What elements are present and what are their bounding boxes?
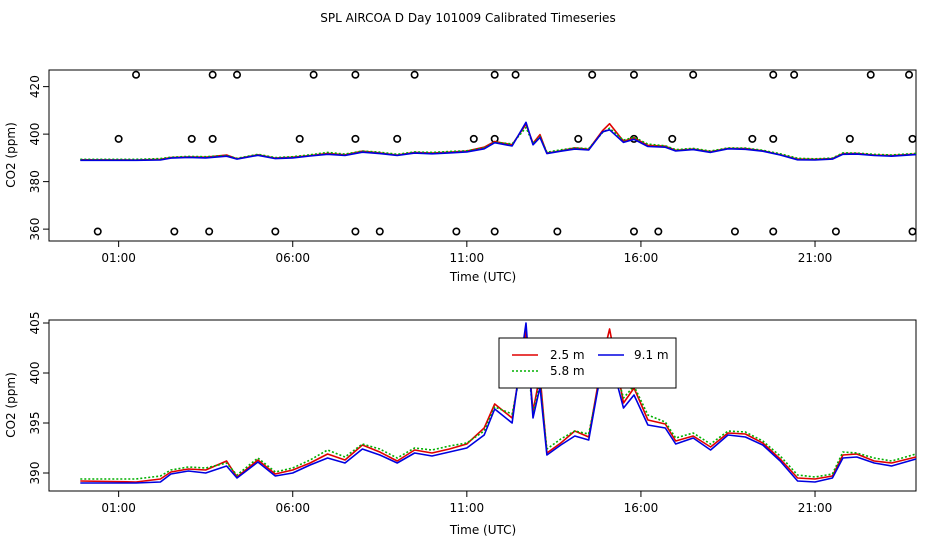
calibration-point-low-11 (730, 227, 739, 236)
legend-label-2-5m: 2.5 m (550, 348, 585, 362)
x-axis-label-1: Time (UTC) (449, 270, 516, 284)
plot-frame-1 (48, 69, 917, 242)
calibration-point-low-10 (654, 227, 663, 236)
calibration-point-top-6 (490, 70, 499, 79)
calibration-point-top-5 (410, 70, 419, 79)
calibration-point-top-0 (132, 70, 141, 79)
x-tick-label-2-4: 21:00 (798, 501, 833, 515)
x-tick-label-2-2: 11:00 (450, 501, 485, 515)
calibration-point-low-8 (553, 227, 562, 236)
y-axis-label-1: CO2 (ppm) (4, 122, 18, 188)
calibration-point-top-11 (769, 70, 778, 79)
calibration-point-low-3 (271, 227, 280, 236)
calibration-point-mid-8 (574, 134, 583, 143)
calibration-point-mid-13 (845, 134, 854, 143)
calibration-point-mid-3 (295, 134, 304, 143)
calibration-point-low-6 (452, 227, 461, 236)
calibration-point-top-4 (351, 70, 360, 79)
series-line-2-2-5-m (80, 328, 917, 483)
legend-label-5-8m: 5.8 m (550, 364, 585, 378)
x-axis-label-2: Time (UTC) (449, 523, 516, 537)
calibration-point-top-7 (511, 70, 520, 79)
calibration-point-low-2 (205, 227, 214, 236)
x-tick-label-1-4: 21:00 (798, 251, 833, 265)
plot-frame-2 (48, 319, 917, 492)
calibration-point-mid-0 (114, 134, 123, 143)
x-tick-label-1-1: 06:00 (275, 251, 310, 265)
calibration-point-top-14 (905, 70, 914, 79)
calibration-point-top-1 (208, 70, 217, 79)
y-tick-label-2-2: 400 (28, 362, 42, 385)
calibration-point-top-8 (588, 70, 597, 79)
calibration-point-low-13 (831, 227, 840, 236)
calibration-point-mid-4 (351, 134, 360, 143)
chart-panel-1: CO2 (ppm) Time (UTC) 01:00 06:00 11:00 16:0… (4, 69, 917, 284)
y-tick-label-1-3: 420 (28, 75, 42, 98)
calibration-point-low-7 (490, 227, 499, 236)
legend-box (498, 337, 677, 389)
calibration-point-top-3 (309, 70, 318, 79)
figure-title: SPL AIRCOA D Day 101009 Calibrated Times… (320, 11, 615, 25)
calibration-point-mid-10 (668, 134, 677, 143)
x-tick-label-2-1: 06:00 (275, 501, 310, 515)
legend-label-9-1m: 9.1 m (634, 348, 669, 362)
series-line-1-9-1-m (80, 121, 917, 162)
calibration-point-top-10 (689, 70, 698, 79)
calibration-point-mid-6 (469, 134, 478, 143)
calibration-point-low-5 (375, 227, 384, 236)
series-line-2-9-1-m (80, 322, 917, 484)
calibration-point-mid-2 (208, 134, 217, 143)
x-tick-label-1-0: 01:00 (101, 251, 136, 265)
y-tick-label-1-1: 380 (28, 170, 42, 193)
calibration-point-low-9 (629, 227, 638, 236)
calibration-point-low-1 (170, 227, 179, 236)
x-tick-label-2-0: 01:00 (101, 501, 136, 515)
calibration-point-top-2 (233, 70, 242, 79)
y-tick-label-1-0: 360 (28, 218, 42, 241)
calibration-point-top-13 (866, 70, 875, 79)
calibration-point-low-0 (93, 227, 102, 236)
calibration-point-mid-11 (748, 134, 757, 143)
y-axis-label-2: CO2 (ppm) (4, 372, 18, 438)
x-tick-label-2-3: 16:00 (624, 501, 659, 515)
calibration-point-top-9 (629, 70, 638, 79)
y-tick-label-2-3: 405 (28, 312, 42, 335)
y-tick-label-2-1: 395 (28, 412, 42, 435)
calibration-point-mid-14 (908, 134, 917, 143)
calibration-point-mid-12 (769, 134, 778, 143)
legend: 2.5 m 5.8 m 9.1 m (498, 337, 677, 389)
calibration-point-top-12 (790, 70, 799, 79)
calibration-point-mid-1 (187, 134, 196, 143)
calibration-point-low-4 (351, 227, 360, 236)
calibration-point-low-14 (908, 227, 917, 236)
calibration-point-mid-5 (393, 134, 402, 143)
x-tick-label-1-3: 16:00 (624, 251, 659, 265)
y-tick-label-1-2: 400 (28, 123, 42, 146)
x-tick-label-1-2: 11:00 (450, 251, 485, 265)
chart-panel-2: CO2 (ppm) Time (UTC) 01:00 06:00 11:00 16:0… (4, 312, 917, 537)
calibration-point-low-12 (769, 227, 778, 236)
y-tick-label-2-0: 390 (28, 462, 42, 485)
